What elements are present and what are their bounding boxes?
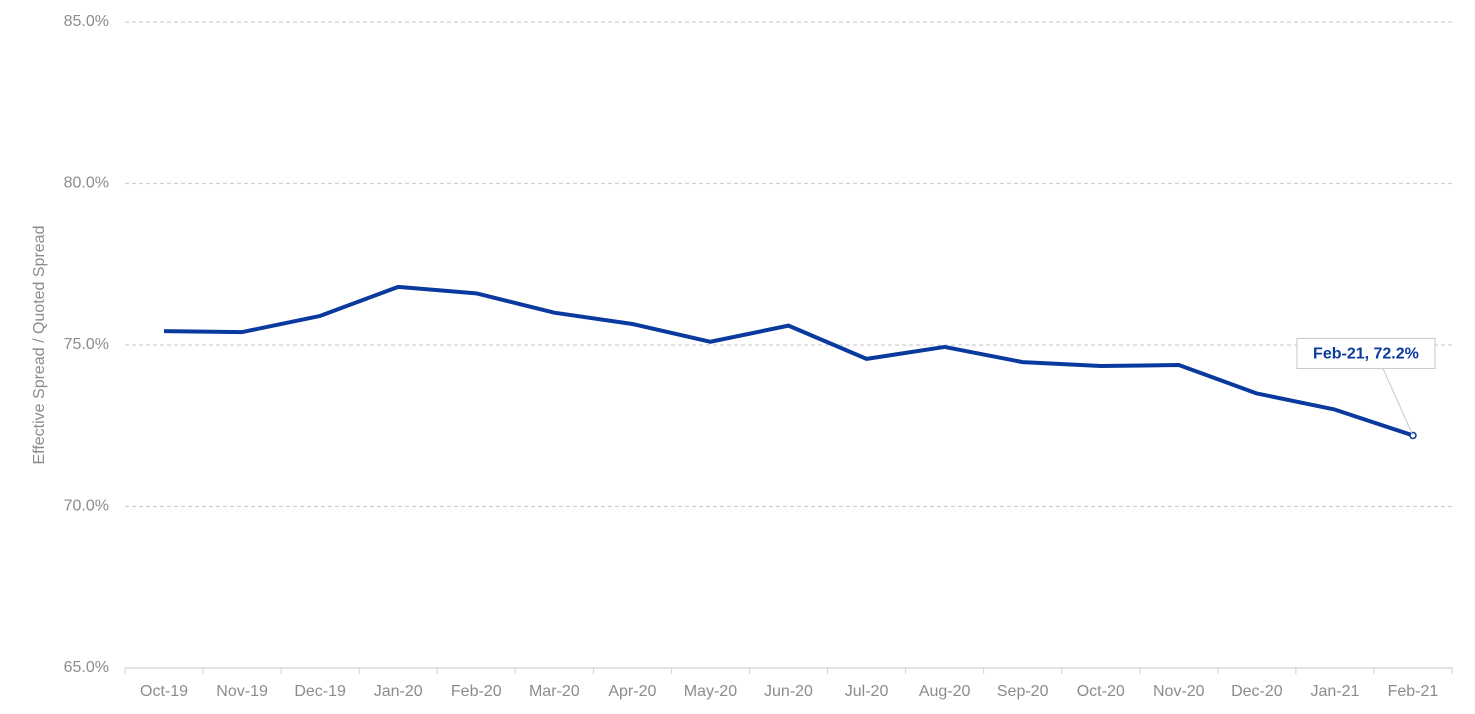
x-tick-label: Apr-20 [608,683,656,700]
x-tick-label: Jan-21 [1310,683,1359,700]
x-tick-label: Nov-20 [1153,683,1205,700]
y-tick-label: 70.0% [64,498,109,515]
y-tick-label: 75.0% [64,336,109,353]
x-tick-label: Sep-20 [997,683,1049,700]
x-tick-label: Feb-20 [451,683,502,700]
data-label: Feb-21, 72.2% [1313,346,1419,363]
y-axis-label: Effective Spread / Quoted Spread [31,226,48,465]
x-tick-label: Nov-19 [216,683,268,700]
y-tick-label: 85.0% [64,13,109,30]
x-tick-label: Jan-20 [374,683,423,700]
x-tick-label: Oct-19 [140,683,188,700]
x-tick-label: Feb-21 [1388,683,1439,700]
y-tick-label: 65.0% [64,659,109,676]
x-tick-label: Mar-20 [529,683,580,700]
x-tick-label: Dec-19 [294,683,346,700]
x-tick-label: Aug-20 [919,683,971,700]
y-tick-label: 80.0% [64,175,109,192]
line [164,284,1414,438]
x-tick-label: May-20 [684,683,737,700]
x-tick-label: Jun-20 [764,683,813,700]
x-tick-label: Dec-20 [1231,683,1283,700]
label-box [1296,337,1436,369]
x-tick-label: Jul-20 [845,683,889,700]
leader-line [1382,368,1414,436]
x-tick-label: Oct-20 [1077,683,1125,700]
